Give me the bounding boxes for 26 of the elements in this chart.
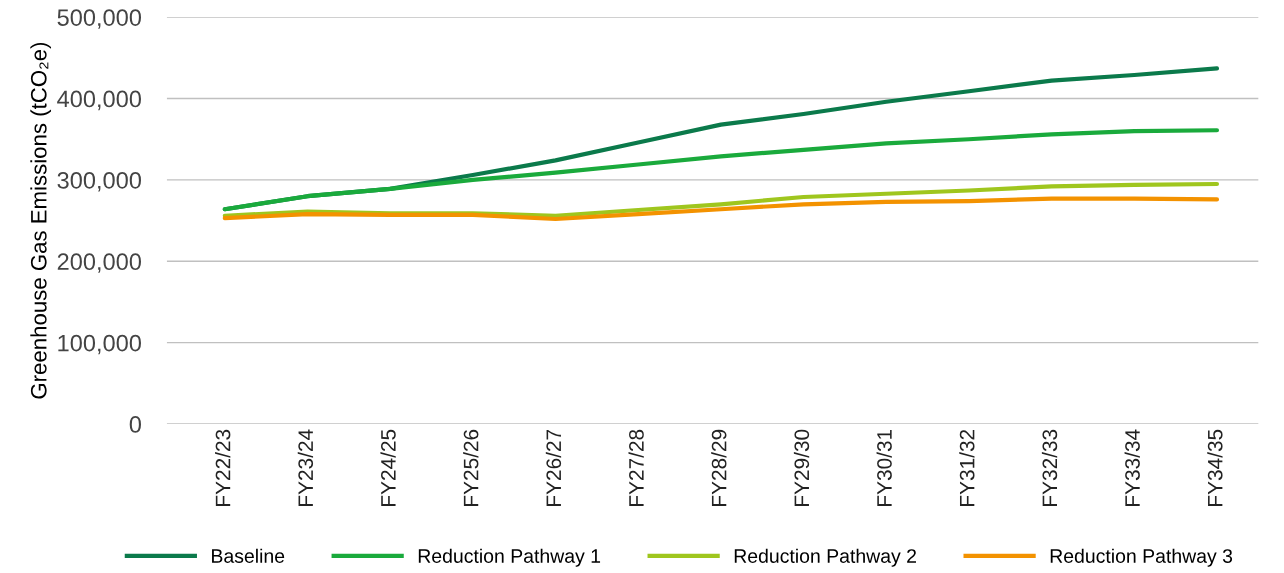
x-tick-label: FY24/25 bbox=[380, 429, 396, 506]
x-tick-label: FY27/28 bbox=[628, 429, 644, 506]
line-series bbox=[222, 196, 1220, 222]
y-tick-label: 300,000 bbox=[57, 171, 142, 192]
x-tick-label: FY25/26 bbox=[463, 429, 479, 506]
y-tick-label: 400,000 bbox=[57, 90, 142, 111]
line-series bbox=[222, 128, 1220, 212]
legend-label: Reduction Pathway 2 bbox=[734, 548, 916, 567]
x-tick-label: FY23/24 bbox=[297, 429, 314, 506]
legend-label: Reduction Pathway 1 bbox=[418, 548, 601, 567]
x-tick-label: FY34/35 bbox=[1207, 429, 1223, 506]
legend-label: Reduction Pathway 3 bbox=[1050, 548, 1233, 567]
x-tick-label: FY33/34 bbox=[1124, 429, 1140, 506]
x-tick-label: FY32/33 bbox=[1041, 429, 1058, 506]
x-tick-label: FY28/29 bbox=[711, 429, 727, 506]
y-axis-title: Greenhouse Gas Emissions (tCO₂e) bbox=[30, 42, 52, 399]
x-tick-label: FY31/32 bbox=[959, 429, 975, 506]
y-tick-label: 0 bbox=[129, 416, 141, 433]
x-tick-label: FY30/31 bbox=[876, 429, 892, 506]
y-tick-label: 200,000 bbox=[57, 253, 142, 273]
legend-label: Baseline bbox=[212, 548, 285, 563]
x-tick-label: FY22/23 bbox=[215, 429, 231, 506]
y-tick-label: 500,000 bbox=[57, 9, 142, 29]
y-tick-label: 100,000 bbox=[58, 334, 142, 355]
x-tick-label: FY29/30 bbox=[793, 429, 810, 506]
x-tick-label: FY26/27 bbox=[545, 429, 562, 506]
